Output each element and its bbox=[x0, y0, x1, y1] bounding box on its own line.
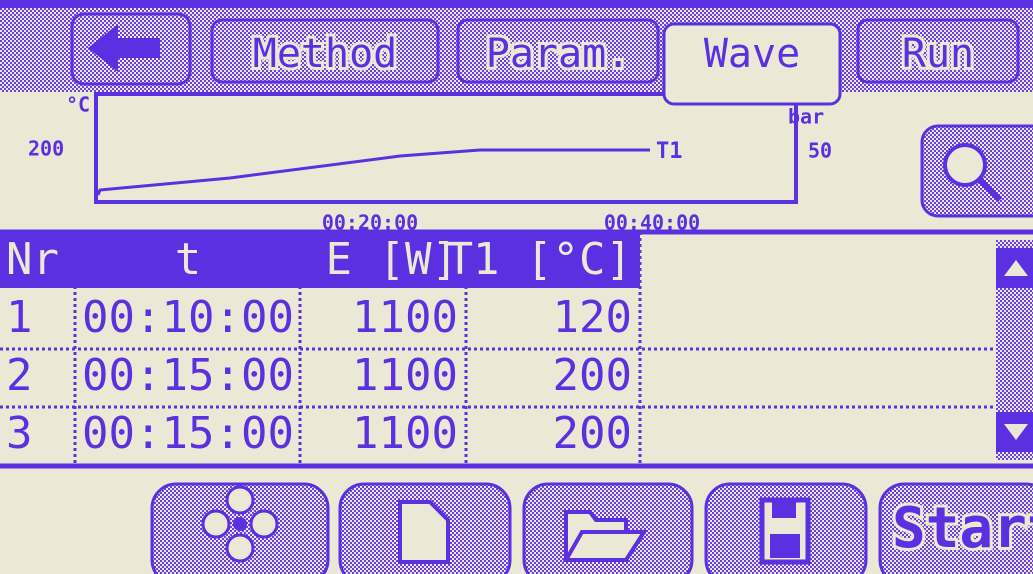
table-cell: 120 bbox=[553, 292, 632, 343]
column-header: t bbox=[175, 234, 202, 285]
table-cell: 1100 bbox=[352, 408, 458, 459]
tab-label[interactable]: Run bbox=[902, 31, 974, 77]
y-axis-unit: °C bbox=[66, 93, 90, 117]
tab-label[interactable]: Wave bbox=[704, 31, 800, 77]
y2-axis-tick: 50 bbox=[808, 139, 832, 163]
page: MethodParam.WaveRun°C200bar50T100:20:000… bbox=[0, 0, 1033, 574]
lcd-screen: MethodParam.WaveRun°C200bar50T100:20:000… bbox=[0, 0, 1033, 574]
series-label: T1 bbox=[656, 139, 683, 164]
table-cell: 00:15:00 bbox=[82, 408, 294, 459]
tab-label[interactable]: Method bbox=[253, 31, 398, 77]
open-button[interactable] bbox=[524, 484, 692, 574]
top-border bbox=[0, 0, 1033, 8]
table-cell: 00:15:00 bbox=[82, 350, 294, 401]
table-cell: 00:10:00 bbox=[82, 292, 294, 343]
tab-label[interactable]: Param. bbox=[486, 31, 631, 77]
column-header: T1 [°C] bbox=[447, 234, 632, 285]
table-cell: 3 bbox=[6, 408, 33, 459]
table-cell: 1100 bbox=[352, 292, 458, 343]
x-axis-tick: 00:20:00 bbox=[322, 211, 418, 235]
new-file-button[interactable] bbox=[340, 484, 510, 574]
table-cell: 1 bbox=[6, 292, 33, 343]
column-header: E [W] bbox=[326, 234, 458, 285]
scrollbar[interactable] bbox=[996, 240, 1033, 460]
table-cell: 200 bbox=[553, 408, 632, 459]
table-cell: 200 bbox=[553, 350, 632, 401]
zoom-button[interactable] bbox=[922, 126, 1033, 216]
column-header: Nr bbox=[6, 234, 59, 285]
start-button[interactable]: Start bbox=[892, 496, 1033, 561]
back-button[interactable] bbox=[72, 14, 190, 84]
table-cell: 1100 bbox=[352, 350, 458, 401]
x-axis-tick: 00:40:00 bbox=[604, 211, 700, 235]
fan-button[interactable] bbox=[152, 484, 328, 574]
save-button[interactable] bbox=[706, 484, 866, 574]
y2-axis-unit: bar bbox=[788, 105, 824, 129]
y-axis-tick: 200 bbox=[28, 137, 64, 161]
table-cell: 2 bbox=[6, 350, 33, 401]
